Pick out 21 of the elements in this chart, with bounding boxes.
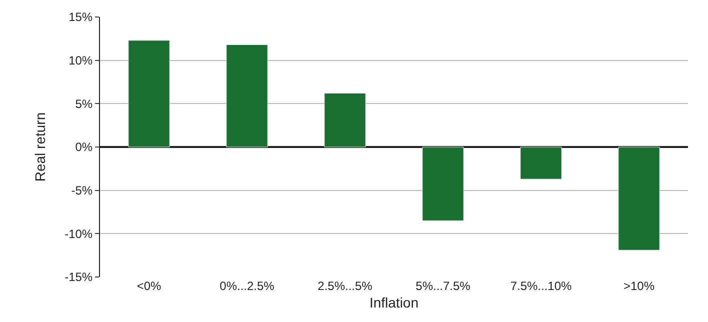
x-tick-label: 5%...7.5% [416,279,471,293]
x-tick-label: 2.5%...5% [318,279,373,293]
bar [226,44,268,148]
y-tick-label: -10% [64,226,93,241]
bar [422,146,464,221]
bar [128,40,170,148]
bar [324,93,366,148]
x-tick-label: 7.5%...10% [510,279,572,293]
x-tick-label: >10% [623,279,655,293]
y-tick-label: -15% [64,270,93,284]
y-tick-label: 0% [75,140,93,154]
bar [618,146,660,250]
y-tick-label: 10% [68,54,93,68]
x-tick-label: <0% [136,279,162,293]
y-tick-label: 15% [68,10,93,24]
bar [520,146,562,180]
x-axis-title: Inflation [369,294,419,310]
y-axis-title: Real return [32,112,48,182]
y-tick-label: -5% [71,184,93,198]
y-tick-label: 5% [75,96,93,111]
x-tick-label: 0%...2.5% [220,279,275,293]
